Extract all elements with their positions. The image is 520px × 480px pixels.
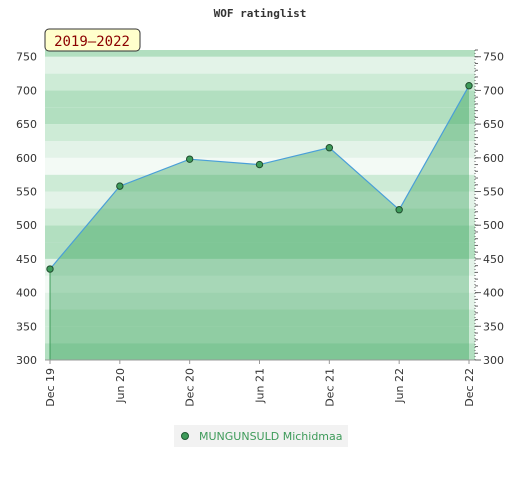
- y-ticks-right: 300 350 400 450 500 550 600 650 700 750: [483, 51, 504, 367]
- grid-band: [45, 242, 475, 259]
- y-tick-label-right: 600: [483, 152, 504, 165]
- grid-band: [45, 208, 475, 226]
- y-tick-label-right: 500: [483, 219, 504, 232]
- marker-layer: [46, 82, 473, 273]
- background-bands: [45, 50, 475, 360]
- grid-band: [45, 124, 475, 141]
- grid-band: [45, 73, 475, 91]
- data-point: [116, 182, 124, 190]
- legend-box: [174, 425, 348, 447]
- y-tick-label-left: 700: [16, 84, 37, 97]
- data-point: [185, 155, 194, 163]
- y-tick-label-right: 750: [483, 51, 504, 64]
- x-tick-label: Jun 21: [254, 368, 267, 404]
- grid-band: [45, 343, 475, 360]
- year-range-badge-label: 2019–2022: [54, 34, 130, 50]
- chart-title: WOF ratinglist: [214, 7, 307, 20]
- grid-band: [45, 56, 475, 74]
- x-tick-label: Dec 20: [184, 368, 197, 407]
- data-point: [325, 144, 334, 152]
- y-tick-label-right: 700: [483, 84, 504, 97]
- x-tick-label: Dec 22: [463, 368, 476, 407]
- year-range-badge-box: [44, 28, 141, 52]
- y-tick-label-right: 450: [483, 253, 504, 266]
- grid-band: [45, 258, 475, 276]
- y-tick-label-left: 600: [16, 152, 37, 165]
- grid-band: [45, 191, 475, 209]
- grid-band: [45, 174, 475, 192]
- x-tick-label: Dec 19: [44, 368, 57, 407]
- axes: [45, 49, 481, 364]
- y-tick-label-left: 500: [16, 219, 37, 232]
- year-range-badge: 2019–2022: [44, 28, 141, 52]
- data-point: [395, 206, 403, 214]
- grid-band: [45, 275, 475, 293]
- x-tick-label: Jun 20: [114, 368, 127, 404]
- data-point: [465, 82, 473, 90]
- data-point: [46, 265, 54, 273]
- grid-band: [45, 292, 475, 310]
- legend[interactable]: MUNGUNSULD Michidmaa: [174, 425, 348, 447]
- y-tick-label-left: 450: [16, 253, 37, 266]
- legend-entry: MUNGUNSULD Michidmaa: [199, 430, 343, 443]
- legend-marker: [181, 432, 189, 440]
- y-tick-label-right: 650: [483, 118, 504, 131]
- grid-band: [45, 309, 475, 327]
- x-ticks: Dec 19 Jun 20 Dec 20 Jun 21 Dec 21 Jun 22 Dec …: [44, 368, 476, 407]
- y-tick-label-left: 750: [16, 51, 37, 64]
- x-tick-label: Jun 22: [393, 368, 406, 404]
- y-tick-label-left: 350: [16, 320, 37, 333]
- y-tick-label-right: 300: [483, 354, 504, 367]
- y-ticks-left: 300 350 400 450 500 550 600 650 700 750: [16, 51, 37, 367]
- y-tick-label-left: 550: [16, 186, 37, 199]
- data-point: [255, 160, 264, 169]
- grid-band: [45, 107, 475, 125]
- y-tick-label-left: 400: [16, 287, 37, 300]
- grid-band: [45, 225, 475, 243]
- series-area: [50, 85, 469, 360]
- y-tick-label-left: 300: [16, 354, 37, 367]
- grid-band: [45, 90, 475, 108]
- area-layer: [50, 85, 469, 360]
- grid-band: [45, 50, 475, 57]
- grid-band: [45, 326, 475, 344]
- y-tick-label-right: 350: [483, 320, 504, 333]
- y-tick-label-right: 400: [483, 287, 504, 300]
- y-tick-label-right: 550: [483, 186, 504, 199]
- grid-band: [45, 140, 475, 158]
- y-tick-label-left: 650: [16, 118, 37, 131]
- x-tick-label: Dec 21: [323, 368, 336, 407]
